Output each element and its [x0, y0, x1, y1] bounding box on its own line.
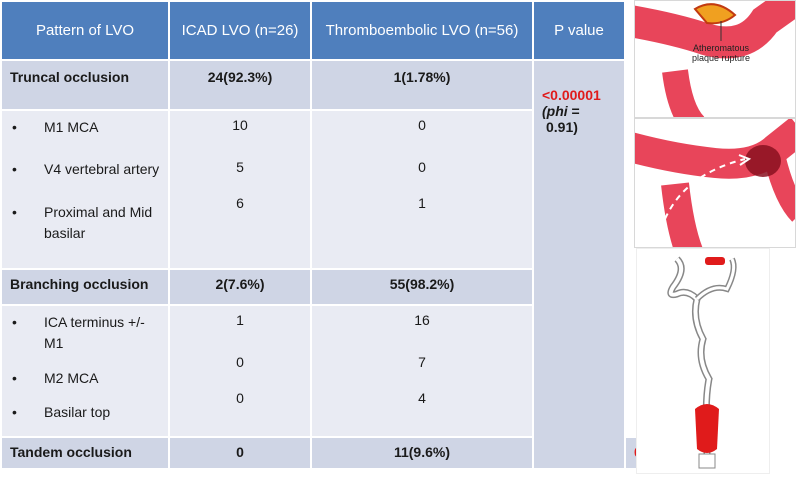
phi-value: 0.91)	[546, 119, 578, 135]
plaque-rupture-illustration: Atheromatous plaque rupture	[614, 0, 800, 136]
tandem-thrombo: 11(9.6%)	[312, 438, 532, 468]
vessel-diagram-svg	[667, 256, 737, 469]
list-item: V4 vertebral artery	[10, 159, 160, 202]
tandem-icad: 0	[170, 438, 310, 468]
header-p-value: P value	[534, 2, 624, 59]
truncal-item-thrombo: 1	[418, 195, 426, 211]
truncal-thrombo: 1(1.78%)	[312, 61, 532, 109]
branching-icad: 2(7.6%)	[170, 270, 310, 304]
branching-item-icad: 1	[236, 312, 244, 328]
illustration-caption-2: plaque rupture	[692, 53, 750, 63]
phi-label: (phi	[542, 103, 568, 119]
branching-thrombo: 55(98.2%)	[312, 270, 532, 304]
branching-item-icad: 0	[236, 354, 244, 370]
truncal-item-icad: 5	[236, 159, 244, 175]
illustration-caption-1: Atheromatous	[693, 43, 750, 53]
plaque-rupture-svg: Atheromatous plaque rupture	[614, 0, 800, 136]
truncal-item-icad: 6	[236, 195, 244, 211]
branching-label: Branching occlusion	[2, 270, 168, 304]
p-value-cell: <0.00001 (phi = 0.91)	[534, 61, 624, 468]
header-pattern: Pattern of LVO	[2, 2, 168, 59]
branching-item-thrombo: 16	[414, 312, 430, 328]
p-value: <0.00001	[542, 87, 601, 103]
lvo-pattern-table: Pattern of LVO ICAD LVO (n=26) Thromboem…	[0, 0, 679, 470]
header-thromboembolic: Thromboembolic LVO (n=56)	[312, 2, 532, 59]
branching-item-list: ICA terminus +/- M1 M2 MCA Basilar top	[10, 312, 160, 423]
list-item: ICA terminus +/- M1	[10, 312, 160, 368]
list-item: Proximal and Mid basilar	[10, 202, 160, 244]
branching-item-thrombo: 4	[418, 390, 426, 406]
thrombus-svg	[626, 117, 800, 260]
truncal-item-icad: 10	[232, 117, 248, 133]
truncal-label: Truncal occlusion	[2, 61, 168, 109]
truncal-item-thrombo: 0	[418, 117, 426, 133]
branching-item-thrombo: 7	[418, 354, 426, 370]
truncal-item-thrombo: 0	[418, 159, 426, 175]
list-item: M2 MCA	[10, 368, 160, 402]
tandem-label: Tandem occlusion	[2, 438, 168, 468]
thrombus-illustration	[626, 117, 800, 260]
vessel-diagram	[636, 248, 770, 474]
list-item: M1 MCA	[10, 117, 160, 159]
truncal-icad: 24(92.3%)	[170, 61, 310, 109]
header-icad: ICAD LVO (n=26)	[170, 2, 310, 59]
list-item: Basilar top	[10, 402, 160, 423]
truncal-item-list: M1 MCA V4 vertebral artery Proximal and …	[10, 117, 160, 244]
branching-item-icad: 0	[236, 390, 244, 406]
